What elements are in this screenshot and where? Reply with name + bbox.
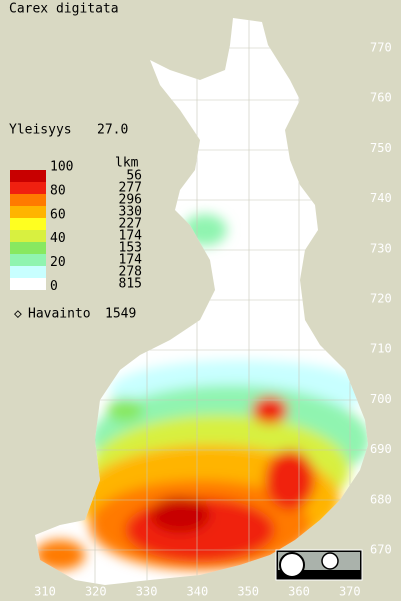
north-tick-label: 740: [370, 191, 392, 205]
observation-marker: ◇: [14, 307, 22, 322]
north-tick-label: 710: [370, 342, 392, 356]
legend-scale-label: 0: [50, 279, 58, 294]
east-tick-label: 370: [339, 585, 361, 599]
legend-swatch: [10, 242, 46, 254]
legend-count: 278: [119, 265, 142, 280]
observation-label: Havainto: [28, 307, 91, 322]
legend-swatch: [10, 206, 46, 218]
legend-swatch: [10, 266, 46, 278]
legend-count: 153: [119, 241, 142, 256]
legend-count: 815: [119, 277, 142, 292]
east-tick-label: 350: [237, 585, 259, 599]
legend-scale-label: 100: [50, 160, 73, 175]
north-tick-label: 770: [370, 41, 392, 55]
legend-scale-label: 60: [50, 207, 66, 222]
observation-count: 1549: [105, 307, 136, 322]
legend-swatch: [10, 218, 46, 230]
north-tick-label: 690: [370, 442, 392, 456]
frequency-value: 27.0: [97, 123, 128, 138]
north-tick-label: 670: [370, 543, 392, 557]
legend-count: 174: [119, 253, 143, 268]
count-header: lkm: [115, 156, 139, 171]
legend-count: 296: [119, 193, 142, 208]
north-tick-label: 680: [370, 492, 392, 506]
legend-count: 227: [119, 217, 142, 232]
east-tick-label: 340: [187, 585, 209, 599]
legend-count: 174: [119, 229, 143, 244]
legend-swatch: [10, 170, 46, 182]
north-tick-label: 750: [370, 141, 392, 155]
cc-badge: [275, 549, 363, 581]
legend-count: 277: [119, 181, 142, 196]
legend-swatch: [10, 278, 46, 290]
frequency-label: Yleisyys: [9, 123, 72, 138]
legend-count: 330: [119, 205, 142, 220]
legend-scale-label: 40: [50, 231, 66, 246]
east-tick-label: 310: [34, 585, 56, 599]
legend-swatch: [10, 230, 46, 242]
legend-scale-label: 20: [50, 255, 66, 270]
legend-swatch: [10, 194, 46, 206]
east-tick-label: 360: [288, 585, 310, 599]
legend-scale-label: 80: [50, 183, 66, 198]
title: Carex digitata: [9, 2, 119, 17]
legend-swatch: [10, 254, 46, 266]
east-tick-label: 330: [136, 585, 158, 599]
legend-swatch: [10, 182, 46, 194]
north-tick-label: 760: [370, 91, 392, 105]
axes: 770 760 750 740 730 720 710 700 690 680 670 310 320 3…: [34, 41, 392, 599]
legend-count: 56: [126, 169, 142, 184]
north-tick-label: 700: [370, 392, 392, 406]
legend: 5627729633022717415317427881510080604020…: [10, 160, 142, 294]
north-tick-label: 730: [370, 241, 392, 255]
north-tick-label: 720: [370, 292, 392, 306]
east-tick-label: 320: [85, 585, 107, 599]
